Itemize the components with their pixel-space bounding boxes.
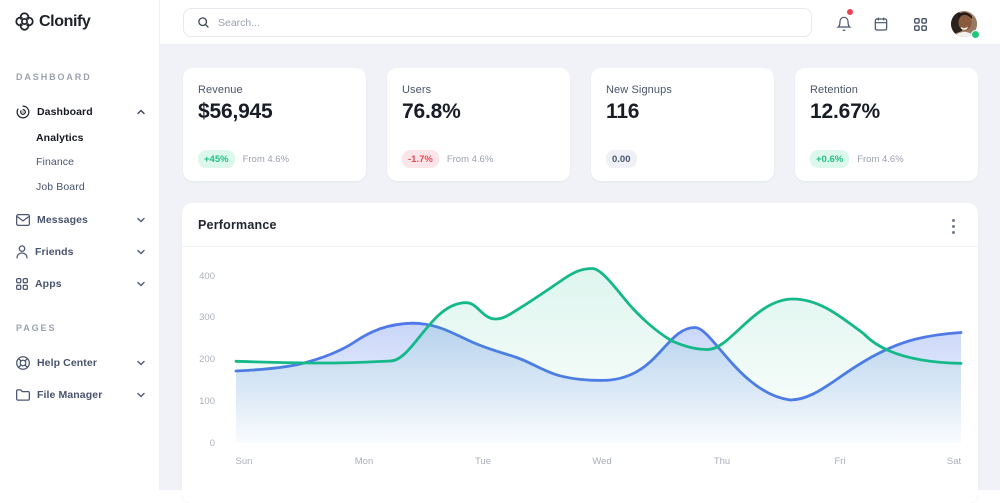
svg-text:Mon: Mon: [355, 456, 373, 467]
svg-text:Tue: Tue: [475, 456, 491, 467]
svg-text:Fri: Fri: [834, 456, 845, 467]
svg-text:300: 300: [199, 312, 215, 323]
svg-text:Sun: Sun: [236, 456, 253, 467]
svg-text:Sat: Sat: [947, 456, 962, 467]
svg-text:0: 0: [210, 438, 215, 449]
svg-text:100: 100: [199, 396, 215, 407]
svg-text:Thu: Thu: [714, 456, 730, 467]
svg-text:Wed: Wed: [592, 456, 611, 467]
svg-text:200: 200: [199, 354, 215, 365]
svg-text:400: 400: [199, 271, 215, 282]
